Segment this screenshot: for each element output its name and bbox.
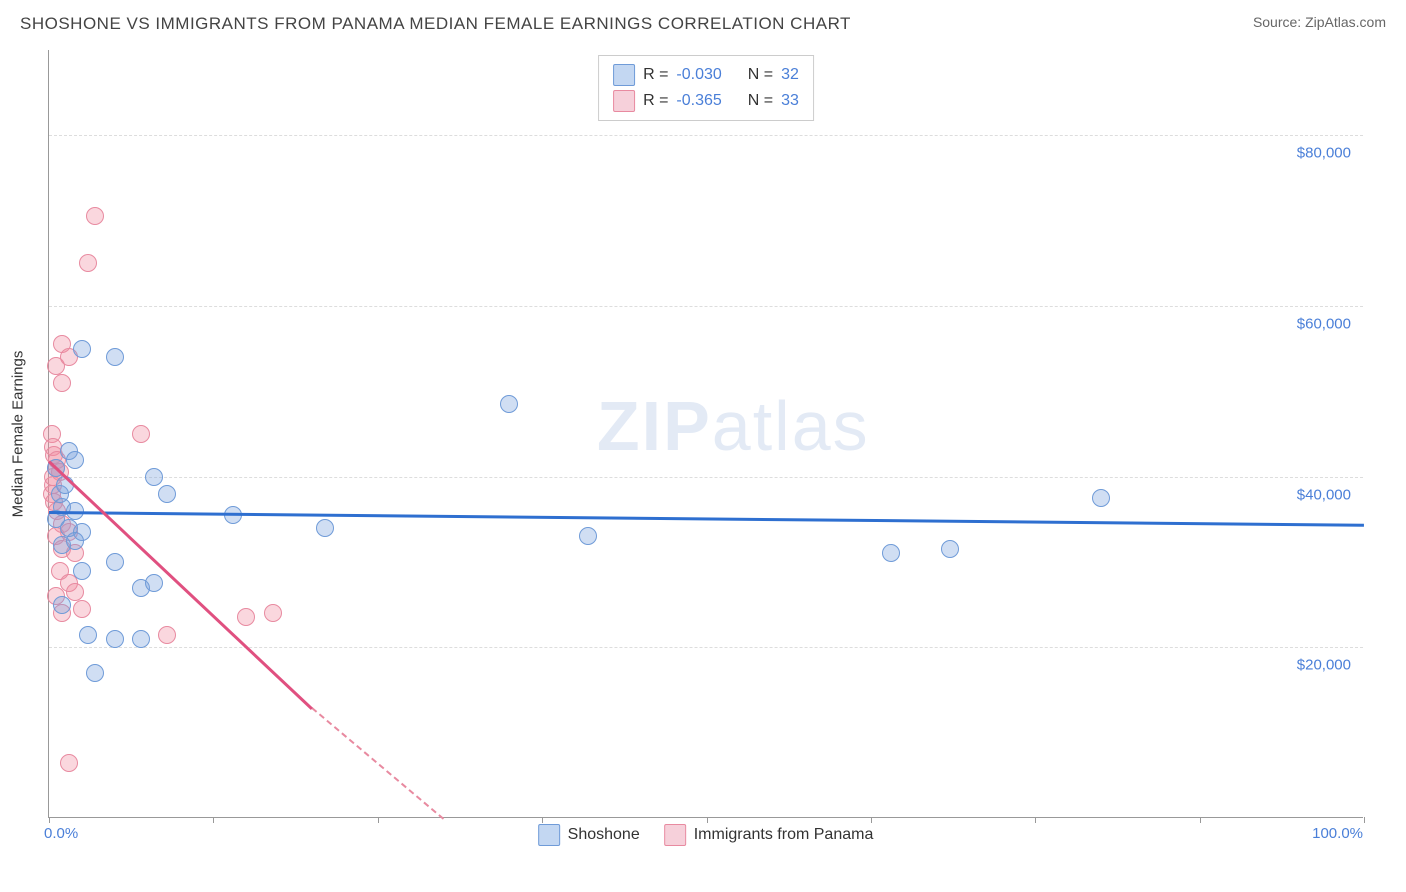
x-axis-label-max: 100.0%: [1312, 825, 1363, 842]
legend-swatch-1: [538, 824, 560, 846]
source-name: ZipAtlas.com: [1305, 14, 1386, 30]
y-tick-label: $60,000: [1297, 316, 1351, 333]
r-label-2: R =: [643, 92, 668, 110]
data-point: [500, 395, 518, 413]
n-label-1: N =: [748, 66, 773, 84]
data-point: [145, 574, 163, 592]
watermark-part1: ZIP: [597, 387, 712, 465]
legend-item-2: Immigrants from Panama: [664, 824, 874, 846]
watermark-part2: atlas: [712, 387, 870, 465]
x-tick: [707, 817, 708, 823]
data-point: [86, 664, 104, 682]
data-point: [66, 451, 84, 469]
trend-line: [311, 707, 444, 819]
y-tick-label: $20,000: [1297, 657, 1351, 674]
data-point: [106, 553, 124, 571]
source-label: Source: ZipAtlas.com: [1253, 14, 1386, 30]
x-tick: [49, 817, 50, 823]
data-point: [73, 562, 91, 580]
data-point: [158, 485, 176, 503]
n-label-2: N =: [748, 92, 773, 110]
legend-swatch-pink: [613, 90, 635, 112]
data-point: [1092, 489, 1110, 507]
chart-title: SHOSHONE VS IMMIGRANTS FROM PANAMA MEDIA…: [20, 14, 851, 34]
x-axis-label-min: 0.0%: [44, 825, 78, 842]
data-point: [53, 374, 71, 392]
legend-stats: R = -0.030 N = 32 R = -0.365 N = 33: [598, 55, 814, 121]
legend-series: Shoshone Immigrants from Panama: [538, 824, 874, 846]
data-point: [237, 608, 255, 626]
gridline: [49, 135, 1363, 136]
plot-region: ZIPatlas R = -0.030 N = 32 R = -0.365 N …: [48, 50, 1363, 818]
r-value-1: -0.030: [676, 66, 721, 84]
data-point: [53, 596, 71, 614]
x-tick: [871, 817, 872, 823]
legend-label-1: Shoshone: [568, 826, 640, 844]
data-point: [60, 754, 78, 772]
legend-stats-row-2: R = -0.365 N = 33: [613, 88, 799, 114]
x-tick: [378, 817, 379, 823]
data-point: [73, 340, 91, 358]
source-prefix: Source:: [1253, 14, 1305, 30]
data-point: [316, 519, 334, 537]
r-value-2: -0.365: [676, 92, 721, 110]
data-point: [941, 540, 959, 558]
legend-swatch-blue: [613, 64, 635, 86]
chart-area: Median Female Earnings ZIPatlas R = -0.0…: [48, 50, 1363, 818]
data-point: [73, 600, 91, 618]
x-tick: [542, 817, 543, 823]
y-tick-label: $40,000: [1297, 486, 1351, 503]
data-point: [86, 207, 104, 225]
y-tick-label: $80,000: [1297, 145, 1351, 162]
gridline: [49, 477, 1363, 478]
data-point: [145, 468, 163, 486]
x-tick: [1200, 817, 1201, 823]
data-point: [79, 254, 97, 272]
n-value-2: 33: [781, 92, 799, 110]
data-point: [79, 626, 97, 644]
legend-label-2: Immigrants from Panama: [694, 826, 874, 844]
n-value-1: 32: [781, 66, 799, 84]
data-point: [132, 425, 150, 443]
trend-line: [49, 511, 1364, 527]
data-point: [106, 630, 124, 648]
legend-stats-row-1: R = -0.030 N = 32: [613, 62, 799, 88]
data-point: [66, 532, 84, 550]
data-point: [106, 348, 124, 366]
r-label-1: R =: [643, 66, 668, 84]
x-tick: [1364, 817, 1365, 823]
legend-swatch-2: [664, 824, 686, 846]
watermark: ZIPatlas: [597, 386, 870, 466]
x-tick: [213, 817, 214, 823]
data-point: [264, 604, 282, 622]
data-point: [132, 630, 150, 648]
data-point: [579, 527, 597, 545]
gridline: [49, 306, 1363, 307]
data-point: [882, 544, 900, 562]
legend-item-1: Shoshone: [538, 824, 640, 846]
y-axis-label: Median Female Earnings: [10, 351, 27, 518]
x-tick: [1035, 817, 1036, 823]
data-point: [158, 626, 176, 644]
